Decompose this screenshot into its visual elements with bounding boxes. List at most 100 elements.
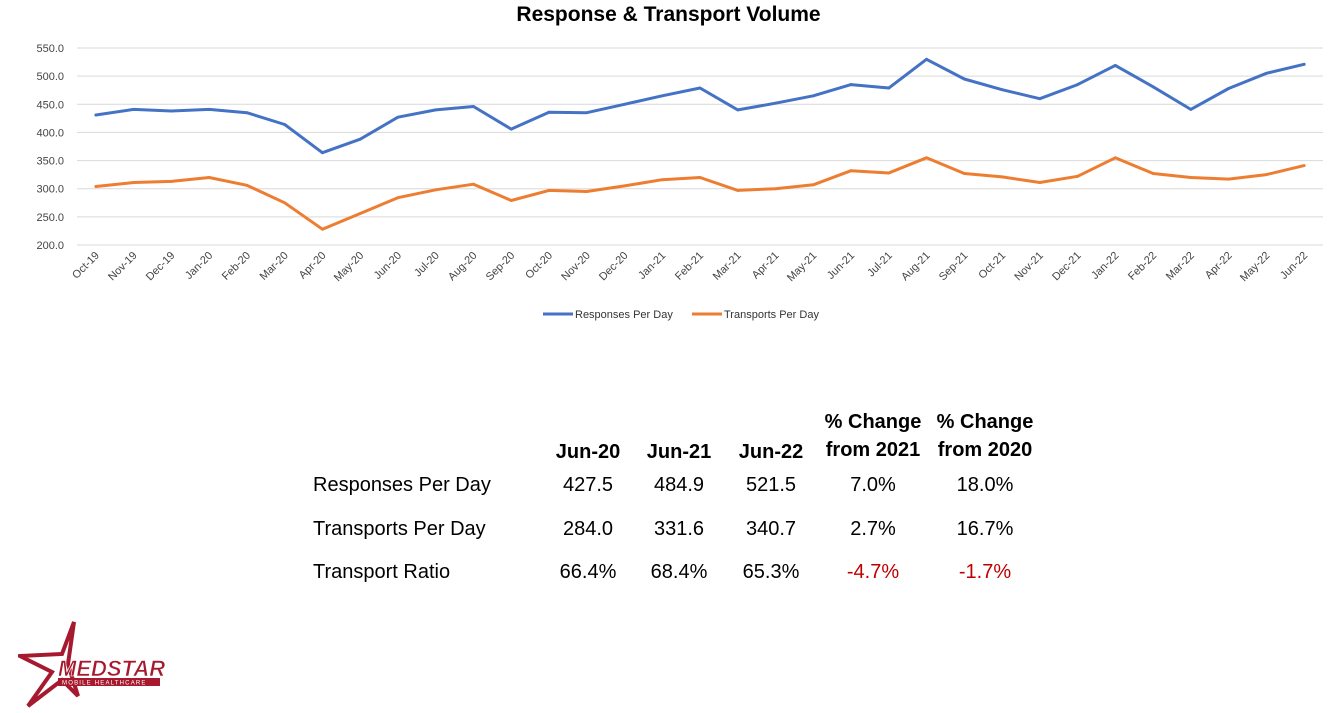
x-tick-label: Dec-21 — [1050, 250, 1084, 284]
data-point — [94, 185, 98, 188]
data-point — [132, 107, 136, 111]
cell-jun20: 427.5 — [562, 474, 614, 497]
y-tick-label: 300.0 — [36, 184, 64, 196]
data-point — [358, 212, 362, 215]
header-change-2021: % Change from 2021 — [817, 400, 929, 464]
x-axis-ticks: Oct-19 Nov-19 Dec-19 Jan-20 Feb-20 Mar-20 Apr-… — [70, 250, 1310, 284]
x-tick-label: Apr-20 — [297, 250, 329, 282]
x-tick-label: Jan-21 — [636, 250, 668, 282]
data-point — [887, 171, 891, 175]
x-tick-label: Mar-21 — [711, 250, 744, 283]
data-point — [698, 86, 702, 90]
data-point — [547, 189, 551, 192]
x-tick-label: May-22 — [1238, 250, 1272, 284]
data-point — [1189, 107, 1193, 111]
data-point — [811, 183, 815, 187]
data-point — [925, 57, 928, 61]
data-point — [1076, 174, 1079, 178]
header-change-2021-line2: from 2021 — [825, 439, 921, 461]
cell-change-2020: 16.7% — [956, 517, 1014, 540]
data-point — [774, 187, 777, 191]
y-tick-label: 500.0 — [36, 71, 64, 83]
chart-title: Response & Transport Volume — [516, 3, 821, 26]
x-tick-label: Jan-22 — [1089, 250, 1121, 282]
logo-bar — [58, 678, 160, 686]
y-tick-label: 350.0 — [36, 156, 64, 168]
header-jun20: Jun-20 — [555, 441, 621, 463]
series-line — [94, 57, 1306, 155]
x-tick-label: May-21 — [785, 250, 819, 284]
data-point — [1076, 83, 1079, 86]
x-tick-label: Jun-20 — [372, 250, 404, 282]
star-icon — [18, 621, 80, 708]
cell-change-2020: -1.7% — [958, 561, 1012, 584]
x-tick-label: Dec-20 — [597, 250, 631, 284]
table-header-row: Jun-20 Jun-21 Jun-22 % Change from 2021 … — [305, 400, 1041, 464]
data-point — [585, 190, 589, 193]
cell-change-2021: 7.0% — [850, 474, 896, 497]
x-tick-label: Oct-20 — [523, 250, 555, 282]
data-point — [132, 181, 136, 184]
row-label: Transport Ratio — [313, 561, 451, 584]
data-point — [1151, 172, 1155, 175]
table-row: Transport Ratio 66.4% 68.4% 65.3% -4.7% … — [305, 551, 1041, 595]
data-point — [736, 189, 740, 192]
data-point — [1000, 88, 1004, 92]
data-point — [472, 105, 475, 108]
x-tick-label: Mar-22 — [1164, 250, 1197, 283]
data-point — [1038, 97, 1042, 101]
x-tick-label: Apr-21 — [750, 250, 782, 282]
data-point — [321, 151, 324, 155]
data-point — [245, 183, 249, 187]
x-tick-label: Sep-20 — [484, 250, 518, 284]
gridlines — [77, 47, 1323, 246]
data-point — [623, 184, 626, 188]
y-tick-label: 200.0 — [36, 240, 64, 252]
data-point — [245, 111, 249, 115]
cell-change-2021: 2.7% — [850, 517, 896, 540]
header-jun22: Jun-22 — [738, 441, 804, 463]
data-point — [283, 201, 287, 205]
data-point — [509, 127, 513, 131]
x-tick-label: Sep-21 — [937, 250, 971, 284]
header-change-2020-line2: from 2020 — [937, 439, 1033, 461]
data-point — [1302, 62, 1306, 66]
cell-jun20: 66.4% — [559, 561, 617, 584]
data-point — [925, 156, 928, 160]
logo-tagline: MOBILE HEALTHCARE — [62, 681, 147, 687]
table-row: Transports Per Day 284.0 331.6 340.7 2.7… — [305, 508, 1041, 552]
x-tick-label: Aug-21 — [899, 250, 933, 284]
data-point — [283, 123, 287, 126]
cell-jun21: 484.9 — [653, 474, 705, 497]
y-tick-label: 450.0 — [36, 99, 64, 111]
data-point — [1264, 173, 1268, 177]
header-change-2020-line1: % Change — [936, 411, 1034, 433]
medstar-logo: MEDSTAR MOBILE HEALTHCARE — [18, 621, 166, 708]
data-point — [660, 94, 664, 98]
x-tick-label: Jul-21 — [865, 250, 895, 280]
y-tick-label: 250.0 — [36, 212, 64, 224]
logo-name: MEDSTAR — [58, 656, 165, 681]
x-tick-label: Jan-20 — [183, 250, 215, 282]
data-point — [207, 107, 211, 111]
data-point — [1189, 176, 1193, 179]
data-point — [1038, 181, 1042, 184]
data-point — [1227, 177, 1231, 181]
series-line — [94, 156, 1306, 231]
x-tick-label: Feb-20 — [220, 250, 253, 283]
data-point — [169, 109, 173, 113]
legend-label: Transports Per Day — [724, 309, 819, 321]
data-point — [849, 83, 853, 86]
data-point — [1113, 64, 1117, 67]
data-point — [585, 111, 589, 115]
comparison-table: Jun-20 Jun-21 Jun-22 % Change from 2021 … — [305, 400, 1041, 595]
legend: Responses Per Day Transports Per Day — [543, 309, 819, 321]
data-point — [1264, 71, 1268, 75]
data-point — [207, 176, 211, 179]
data-point — [1000, 175, 1004, 179]
cell-jun21: 68.4% — [650, 561, 708, 584]
data-point — [623, 102, 626, 106]
line-chart: 550.0 500.0 450.0 400.0 350.0 300.0 250.0 200.0… — [36, 43, 1323, 321]
cell-jun22: 521.5 — [745, 474, 797, 497]
data-point — [1302, 164, 1306, 168]
